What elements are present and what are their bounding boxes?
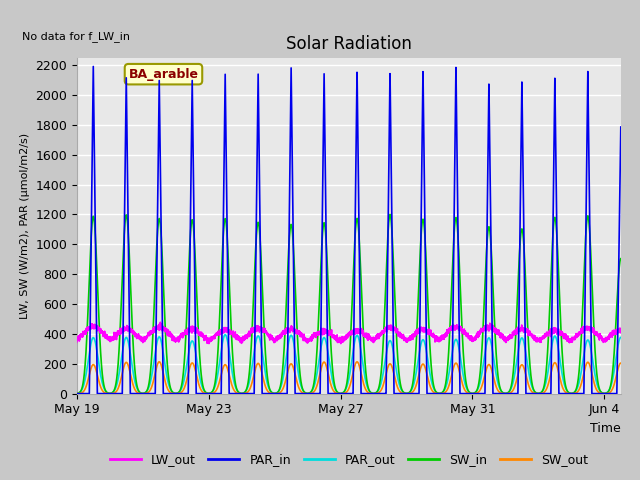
- Y-axis label: LW, SW (W/m2), PAR (μmol/m2/s): LW, SW (W/m2), PAR (μmol/m2/s): [20, 132, 29, 319]
- Title: Solar Radiation: Solar Radiation: [286, 35, 412, 53]
- X-axis label: Time: Time: [590, 422, 621, 435]
- Text: BA_arable: BA_arable: [129, 68, 198, 81]
- Text: No data for f_LW_in: No data for f_LW_in: [22, 31, 131, 42]
- Legend: LW_out, PAR_in, PAR_out, SW_in, SW_out: LW_out, PAR_in, PAR_out, SW_in, SW_out: [104, 448, 593, 471]
